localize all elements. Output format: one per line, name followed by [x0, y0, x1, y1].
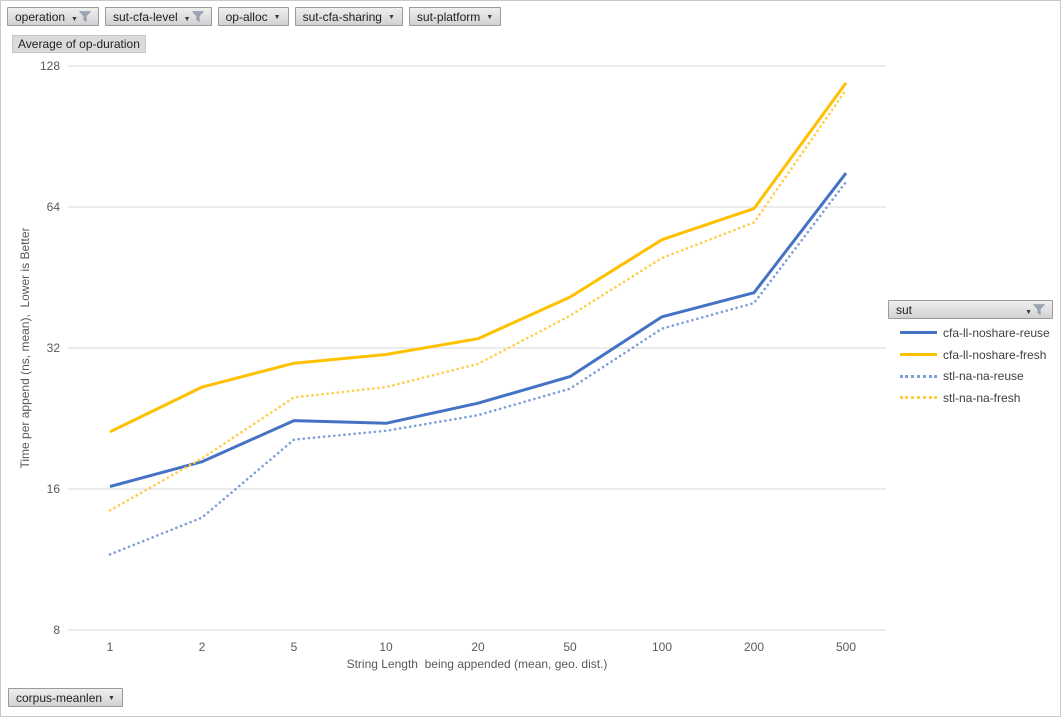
pivot-field-label: sut-platform [416, 9, 481, 24]
x-category-label-100: 100 [651, 640, 673, 654]
dropdown-arrow-icon: ▼ [273, 14, 281, 21]
x-category-label-10: 10 [379, 640, 393, 654]
legend-entry-stl-na-na-fresh[interactable]: stl-na-na-fresh [888, 387, 1054, 409]
x-category-label-20: 20 [471, 640, 485, 654]
y-tick-label-64: 64 [46, 200, 60, 214]
x-category-label-1: 1 [106, 640, 114, 654]
x-category-label-2: 2 [198, 640, 206, 654]
filtered-dropdown-icon: ▼ [71, 11, 91, 23]
legend-line-sample [900, 331, 937, 335]
x-category-label-50: 50 [563, 640, 577, 654]
dropdown-icon: ▼ [387, 13, 395, 21]
legend-entry-cfa-ll-noshare-reuse[interactable]: cfa-ll-noshare-reuse [888, 322, 1054, 344]
series-line-cfa-ll-noshare-fresh[interactable] [109, 82, 848, 434]
pivot-filter-row-top: operation ▼ sut-cfa-level ▼ op-alloc ▼ sut-cfa… [7, 7, 502, 26]
filtered-dropdown-icon: ▼ [183, 11, 204, 23]
legend-line-sample [900, 353, 937, 357]
pivot-field-label: sut-cfa-level [112, 9, 178, 24]
pivot-field-button-sut-cfa-sharing[interactable]: sut-cfa-sharing ▼ [294, 7, 403, 26]
pivot-field-label: sut-cfa-sharing [302, 9, 382, 24]
pivot-field-button-op-alloc[interactable]: op-alloc ▼ [217, 7, 289, 26]
series-line-stl-na-na-reuse[interactable] [108, 180, 848, 556]
pivot-field-button-operation[interactable]: operation ▼ [7, 7, 99, 26]
dropdown-arrow-icon: ▼ [71, 16, 78, 23]
series-line-cfa-ll-noshare-reuse[interactable] [109, 172, 848, 488]
dropdown-arrow-icon: ▼ [1025, 309, 1032, 316]
dropdown-icon: ▼ [486, 13, 494, 21]
filter-icon [1033, 304, 1045, 315]
legend: sut ▼ cfa-ll-noshare-reuse cfa-ll-noshare… [888, 300, 1054, 409]
legend-field-label: sut [896, 302, 913, 317]
y-tick-label-16: 16 [46, 482, 60, 496]
filtered-dropdown-icon: ▼ [1025, 304, 1045, 316]
y-tick-label-128: 128 [39, 59, 60, 73]
pivot-field-label: op-alloc [225, 9, 268, 24]
value-field-button[interactable]: Average of op-duration [12, 35, 146, 53]
filter-icon [78, 11, 91, 22]
x-category-label-500: 500 [835, 640, 857, 654]
x-category-label-5: 5 [290, 640, 298, 654]
x-axis-title: String Length being appended (mean, geo.… [346, 657, 608, 671]
filter-icon [191, 11, 204, 22]
pivot-field-label: operation [15, 9, 66, 24]
legend-entry-label: cfa-ll-noshare-reuse [943, 325, 1050, 340]
series-line-stl-na-na-fresh[interactable] [108, 88, 848, 512]
legend-entries: cfa-ll-noshare-reuse cfa-ll-noshare-fresh… [888, 322, 1054, 409]
pivot-field-button-corpus-meanlen[interactable]: corpus-meanlen ▼ [8, 688, 123, 707]
legend-entry-label: stl-na-na-reuse [943, 369, 1024, 384]
dropdown-arrow-icon: ▼ [108, 695, 115, 702]
y-axis-title: Time per append (ns, mean), Lower is Bet… [18, 227, 32, 469]
y-tick-label-8: 8 [53, 623, 60, 637]
legend-entry-label: stl-na-na-fresh [943, 390, 1021, 405]
pivot-field-button-sut-platform[interactable]: sut-platform ▼ [408, 7, 502, 26]
y-tick-label-32: 32 [46, 341, 60, 355]
dropdown-arrow-icon: ▼ [486, 14, 494, 21]
legend-entry-label: cfa-ll-noshare-fresh [943, 347, 1047, 362]
pivot-filter-row-bottom: corpus-meanlen ▼ [8, 688, 123, 707]
legend-entry-cfa-ll-noshare-fresh[interactable]: cfa-ll-noshare-fresh [888, 344, 1054, 366]
legend-field-button[interactable]: sut ▼ [888, 300, 1053, 319]
dropdown-arrow-icon: ▼ [183, 16, 191, 23]
legend-line-sample [900, 396, 937, 400]
pivot-field-button-sut-cfa-level[interactable]: sut-cfa-level ▼ [104, 7, 212, 26]
pivot-field-label: corpus-meanlen [16, 690, 103, 705]
dropdown-arrow-icon: ▼ [387, 14, 395, 21]
legend-line-sample [900, 374, 937, 378]
legend-entry-stl-na-na-reuse[interactable]: stl-na-na-reuse [888, 365, 1054, 387]
x-category-label-200: 200 [743, 640, 765, 654]
dropdown-icon: ▼ [273, 13, 281, 21]
dropdown-icon: ▼ [108, 694, 115, 702]
